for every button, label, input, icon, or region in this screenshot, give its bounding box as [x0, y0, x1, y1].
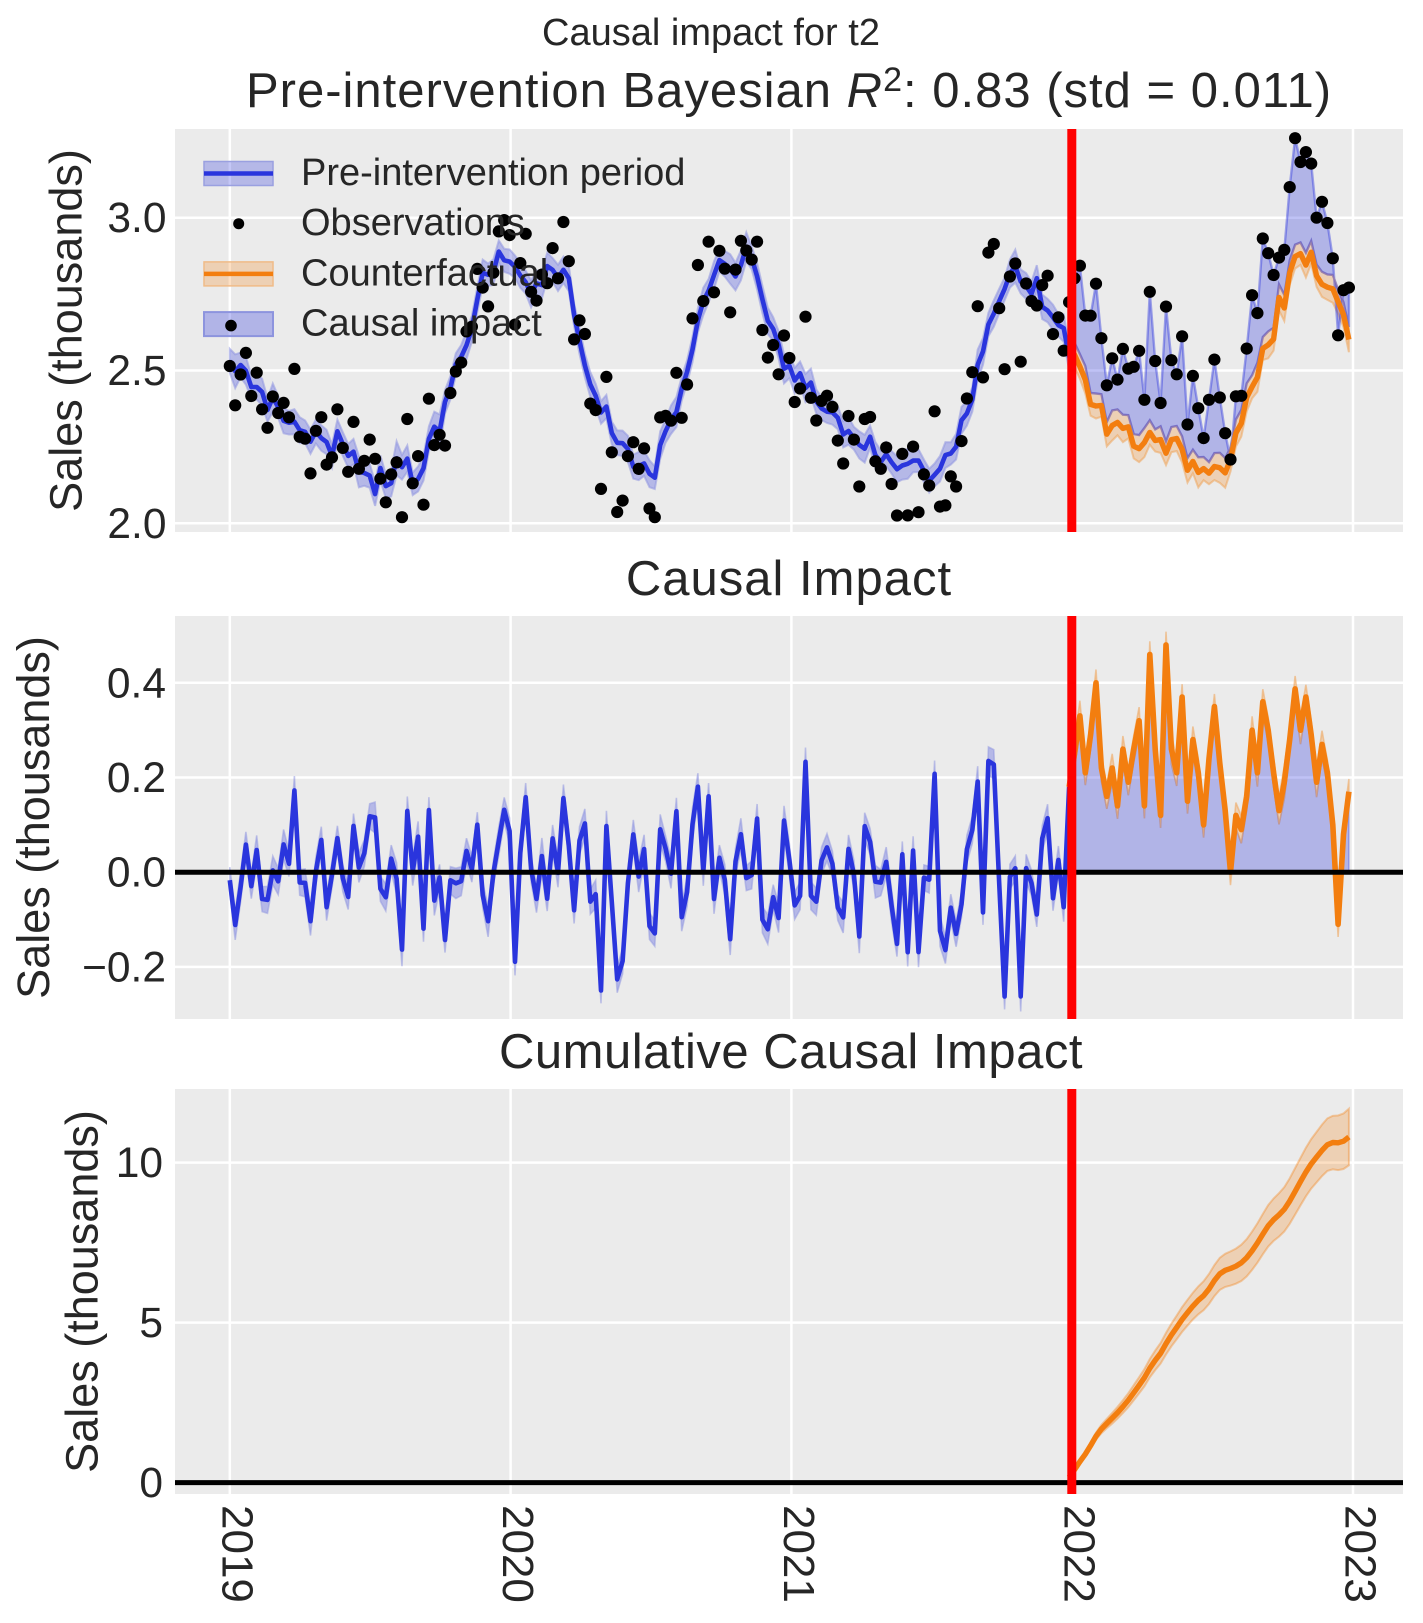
svg-text:2020: 2020	[493, 1505, 542, 1603]
svg-text:2.5: 2.5	[107, 348, 166, 395]
svg-text:0.2: 0.2	[107, 755, 166, 802]
svg-text:3.0: 3.0	[107, 195, 166, 242]
svg-text:Sales (thousands): Sales (thousands)	[8, 636, 59, 999]
svg-text:Causal Impact: Causal Impact	[626, 552, 952, 606]
svg-text:2023: 2023	[1336, 1505, 1385, 1603]
svg-text:Sales (thousands): Sales (thousands)	[57, 1110, 108, 1473]
svg-text:Counterfactual: Counterfactual	[301, 252, 548, 294]
svg-text:0.4: 0.4	[107, 660, 166, 707]
svg-text:Causal impact for t2: Causal impact for t2	[542, 12, 880, 54]
svg-text:Cumulative Causal Impact: Cumulative Causal Impact	[499, 1025, 1083, 1079]
svg-text:Causal impact: Causal impact	[301, 303, 542, 345]
svg-text:2021: 2021	[774, 1505, 823, 1603]
svg-text:2.0: 2.0	[107, 501, 166, 548]
svg-text:2019: 2019	[212, 1505, 261, 1603]
svg-text:Pre-intervention Bayesian R2:: Pre-intervention Bayesian R2: 0.83 (std …	[246, 61, 1332, 118]
svg-text:5: 5	[139, 1300, 163, 1347]
svg-text:Pre-intervention period: Pre-intervention period	[301, 152, 685, 194]
svg-text:Sales (thousands): Sales (thousands)	[41, 149, 92, 512]
svg-text:Observations: Observations	[301, 202, 525, 244]
svg-text:0: 0	[139, 1460, 163, 1507]
svg-text:−0.2: −0.2	[82, 944, 166, 991]
svg-text:10: 10	[116, 1140, 163, 1187]
svg-text:2022: 2022	[1055, 1505, 1104, 1603]
svg-text:0.0: 0.0	[107, 850, 166, 897]
